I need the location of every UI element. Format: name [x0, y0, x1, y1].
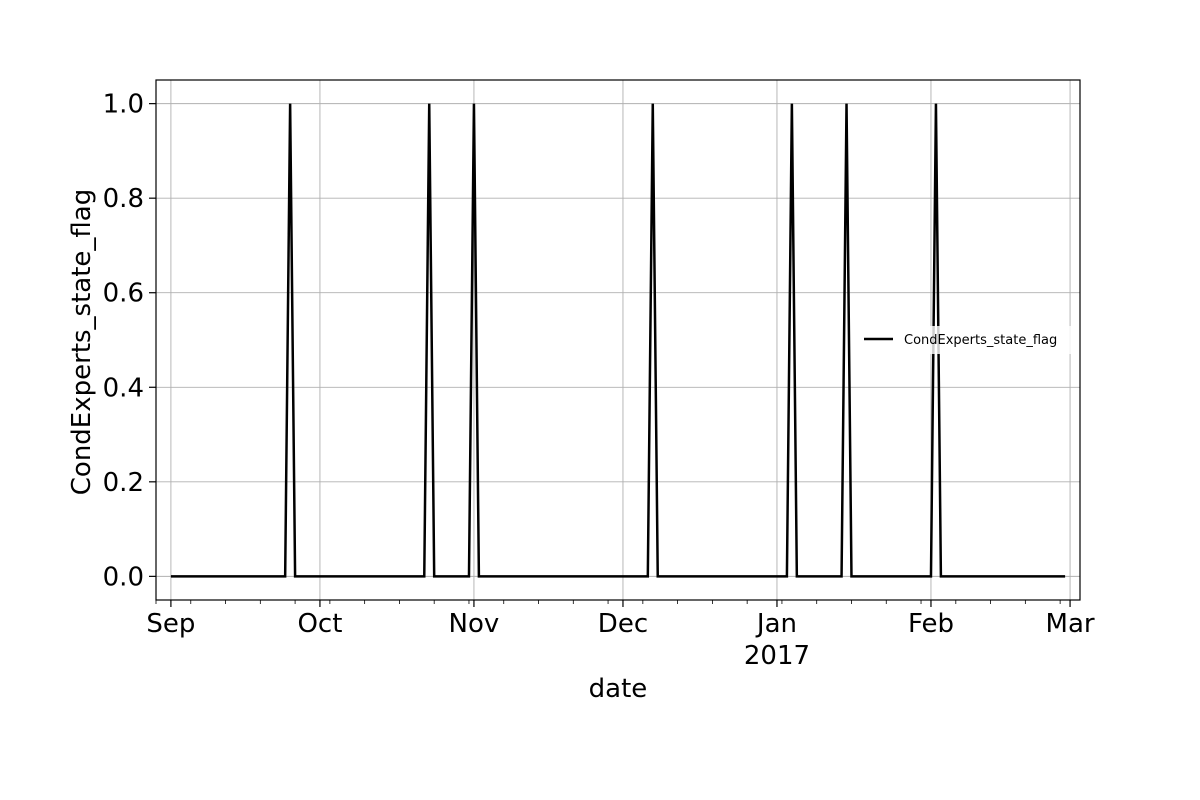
x-tick-label: Nov	[449, 609, 500, 639]
series-line	[170, 103, 1066, 578]
x-tick-sublabel: 2017	[744, 641, 810, 671]
x-tick-label: Oct	[297, 609, 342, 639]
plot-frame	[155, 79, 1081, 601]
y-tick-label: 0.8	[103, 184, 144, 214]
y-axis-ticks: 0.0 0.2 0.4 0.6 0.8 1.0	[103, 90, 156, 592]
legend: CondExperts_state_flag	[855, 326, 1075, 354]
y-axis-label: CondExperts_state_flag	[67, 189, 97, 495]
x-tick-label: Feb	[908, 609, 954, 639]
y-tick-label: 0.6	[103, 279, 144, 309]
y-tick-label: 1.0	[103, 90, 144, 120]
y-tick-label: 0.4	[103, 373, 144, 403]
legend-label: CondExperts_state_flag	[904, 333, 1057, 348]
x-tick-label: Mar	[1046, 609, 1095, 639]
y-tick-label: 0.0	[103, 562, 144, 592]
plot-series	[170, 103, 1066, 578]
x-axis-label: date	[589, 674, 648, 704]
x-tick-label: Sep	[146, 609, 195, 639]
x-tick-label: Jan	[755, 609, 797, 639]
x-tick-label: Dec	[598, 609, 648, 639]
y-tick-label: 0.2	[103, 468, 144, 498]
